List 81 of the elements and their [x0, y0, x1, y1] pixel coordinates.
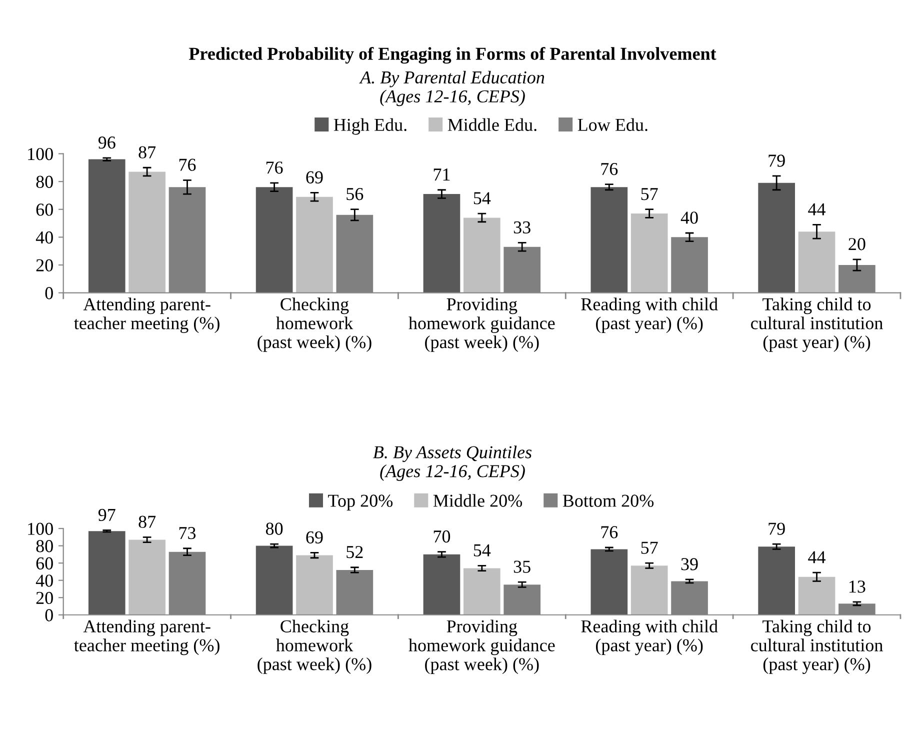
x-tick-label: Reading with child (past year) (%): [581, 298, 718, 334]
y-tick-label: 0: [45, 609, 53, 622]
data-label: 57: [641, 188, 658, 200]
bar: [256, 546, 293, 615]
legend-label: Middle 20%: [433, 494, 522, 507]
data-label: 76: [601, 526, 618, 538]
data-label: 70: [434, 530, 450, 543]
data-label: 69: [306, 171, 323, 184]
legend-label: Top 20%: [328, 494, 393, 511]
legend-label: Middle Edu.: [448, 118, 536, 132]
x-tick-label: Checking homework (past week) (%): [258, 298, 372, 352]
data-label: 44: [808, 551, 826, 564]
data-label: 69: [306, 531, 323, 544]
x-tick-label: Checking homework (past week) (%): [258, 620, 372, 674]
y-tick-label: 60: [36, 204, 53, 216]
legend-label: Low Edu.: [578, 118, 648, 132]
x-tick-label: Providing homework guidance (past week) (%): [408, 620, 555, 674]
y-tick-label: 0: [45, 287, 53, 300]
data-label: 76: [266, 162, 283, 174]
bar: [798, 232, 836, 293]
bar: [463, 568, 500, 615]
data-label: 52: [346, 546, 363, 558]
bar: [128, 540, 166, 615]
bar: [256, 187, 293, 293]
data-label: 79: [768, 522, 785, 535]
bar: [590, 187, 628, 293]
data-label: 56: [346, 188, 364, 200]
x-tick-label: Providing homework guidance (past week) (%): [408, 298, 555, 352]
y-tick-label: 80: [36, 540, 53, 552]
x-tick-label: Taking child to cultural institution (past year) (%): [751, 298, 883, 352]
legend-label: Bottom 20%: [562, 494, 654, 507]
data-label: 87: [138, 516, 156, 528]
bar: [758, 182, 795, 293]
bar: [630, 566, 668, 615]
data-label: 44: [808, 203, 826, 216]
data-label: 87: [138, 146, 156, 158]
bar: [88, 159, 126, 293]
y-tick-label: 80: [36, 176, 53, 188]
data-label: 80: [266, 522, 283, 535]
chart-subtitle: A. By Parental Education (Ages 12-16, CEPS): [359, 70, 544, 106]
y-tick-label: 60: [36, 557, 53, 570]
y-tick-label: 100: [28, 522, 53, 535]
data-label: 79: [768, 154, 785, 167]
legend-label: High Edu.: [334, 118, 406, 135]
x-tick-label: Reading with child (past year) (%): [581, 620, 718, 656]
bar: [423, 194, 460, 293]
data-label: 96: [98, 136, 116, 149]
data-label: 35: [514, 560, 530, 573]
bar: [758, 546, 795, 615]
data-label: 20: [848, 238, 866, 250]
data-label: 76: [601, 162, 618, 176]
data-label: 54: [474, 192, 491, 204]
y-tick-label: 40: [36, 574, 53, 587]
data-label: 33: [514, 221, 530, 234]
bar: [296, 196, 333, 293]
y-tick-label: 100: [28, 148, 53, 160]
data-label: 73: [179, 527, 196, 540]
chart-title: Predicted Probability of Engaging in Forms of Parental Involvement: [188, 46, 716, 64]
bar: [296, 555, 333, 615]
data-label: 76: [179, 158, 196, 171]
data-label: 71: [434, 168, 450, 180]
chart-subtitle: B. By Assets Quintiles (Ages 12-16, CEPS): [373, 446, 532, 481]
bar: [88, 531, 126, 615]
y-tick-label: 20: [36, 592, 53, 604]
bar: [798, 576, 836, 615]
data-label: 97: [98, 508, 116, 522]
data-label: 39: [681, 558, 698, 570]
bar: [590, 549, 628, 615]
data-label: 57: [641, 542, 658, 554]
bar: [463, 218, 500, 293]
bar: [128, 172, 166, 293]
bar: [423, 554, 460, 615]
data-label: 13: [850, 580, 866, 593]
x-tick-label: Attending parent- teacher meeting (%): [74, 620, 220, 656]
x-tick-label: Attending parent- teacher meeting (%): [74, 298, 220, 334]
bar: [630, 214, 668, 293]
y-tick-label: 20: [36, 259, 53, 272]
data-label: 54: [474, 544, 491, 556]
y-tick-label: 40: [36, 231, 53, 244]
data-label: 40: [680, 212, 698, 224]
x-tick-label: Taking child to cultural institution (past year) (%): [751, 620, 883, 674]
